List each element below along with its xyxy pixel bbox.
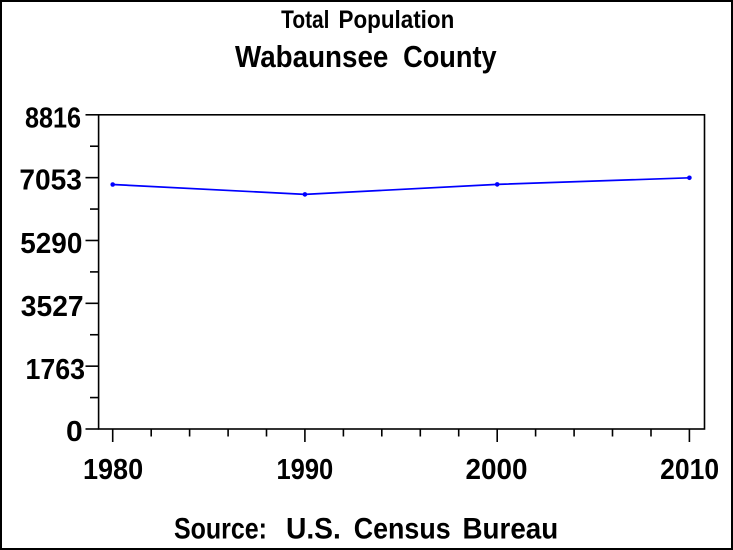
svg-text:County: County	[403, 40, 496, 74]
svg-text:8816: 8816	[25, 101, 81, 134]
svg-text:Population: Population	[339, 7, 455, 34]
svg-text:0: 0	[66, 415, 83, 447]
svg-text:1763: 1763	[26, 353, 86, 385]
svg-text:Bureau: Bureau	[463, 513, 559, 546]
svg-text:2000: 2000	[465, 454, 527, 487]
svg-text:7053: 7053	[19, 164, 82, 196]
svg-text:Wabaunsee: Wabaunsee	[235, 41, 388, 74]
svg-text:1990: 1990	[276, 453, 333, 486]
svg-text:Census: Census	[354, 512, 451, 546]
svg-text:Total: Total	[281, 5, 329, 33]
svg-text:5290: 5290	[20, 228, 82, 261]
svg-text:Source:: Source:	[174, 511, 267, 545]
svg-text:2010: 2010	[660, 453, 719, 485]
svg-text:1980: 1980	[83, 453, 143, 485]
svg-text:3527: 3527	[21, 291, 84, 323]
svg-text:U.S.: U.S.	[286, 513, 341, 546]
